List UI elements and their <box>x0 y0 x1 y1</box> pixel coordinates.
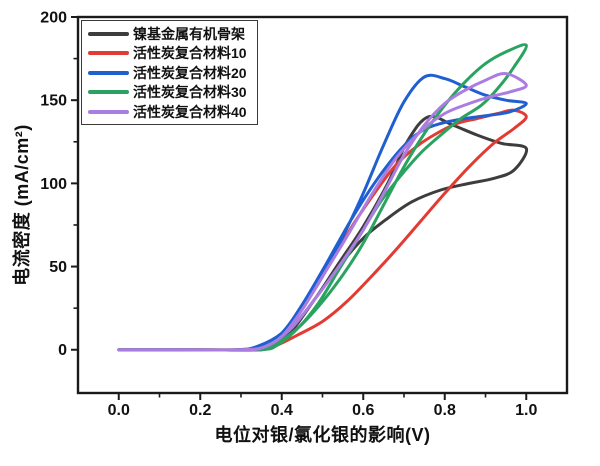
x-tick-label: 0.8 <box>434 402 456 419</box>
y-tick-label: 200 <box>40 10 67 27</box>
y-tick-label: 100 <box>40 176 67 193</box>
x-tick-label: 1.0 <box>515 402 537 419</box>
legend-line-sample <box>88 31 129 36</box>
legend-line-sample <box>88 51 129 56</box>
chart-legend: 镍基金属有机骨架 活性炭复合材料10 活性炭复合材料20 活性炭复合材料30 活… <box>81 20 258 125</box>
y-tick-label: 50 <box>49 259 67 276</box>
y-tick-label: 150 <box>40 93 67 110</box>
legend-line-sample <box>88 109 129 114</box>
legend-label: 活性炭复合材料10 <box>133 45 247 62</box>
legend-label: 活性炭复合材料20 <box>133 64 247 81</box>
legend-line-sample <box>88 90 129 95</box>
y-axis-title: 电流密度 (mA/cm²) <box>12 124 32 286</box>
legend-label: 镍基金属有机骨架 <box>133 25 245 42</box>
legend-item-2: 活性炭复合材料20 <box>88 63 257 83</box>
legend-item-1: 活性炭复合材料10 <box>88 44 257 64</box>
legend-item-3: 活性炭复合材料30 <box>88 83 257 103</box>
series-curve-0 <box>117 114 529 352</box>
series-curve-1 <box>117 108 528 352</box>
legend-item-4: 活性炭复合材料40 <box>88 102 257 122</box>
x-tick-label: 0.2 <box>189 402 211 419</box>
legend-label: 活性炭复合材料30 <box>133 84 247 101</box>
legend-label: 活性炭复合材料40 <box>133 103 247 120</box>
x-tick-label: 0.4 <box>271 402 293 419</box>
legend-line-sample <box>88 70 129 75</box>
y-tick-label: 0 <box>58 342 67 359</box>
series-curve-4 <box>117 72 528 352</box>
legend-item-0: 镍基金属有机骨架 <box>88 24 257 44</box>
plot-frame <box>76 15 569 395</box>
x-tick-label: 0.0 <box>108 402 130 419</box>
x-axis-title: 电位对银/氯化银的影响(V) <box>214 425 431 445</box>
series-curve-3 <box>117 43 528 352</box>
x-tick-label: 0.6 <box>352 402 374 419</box>
